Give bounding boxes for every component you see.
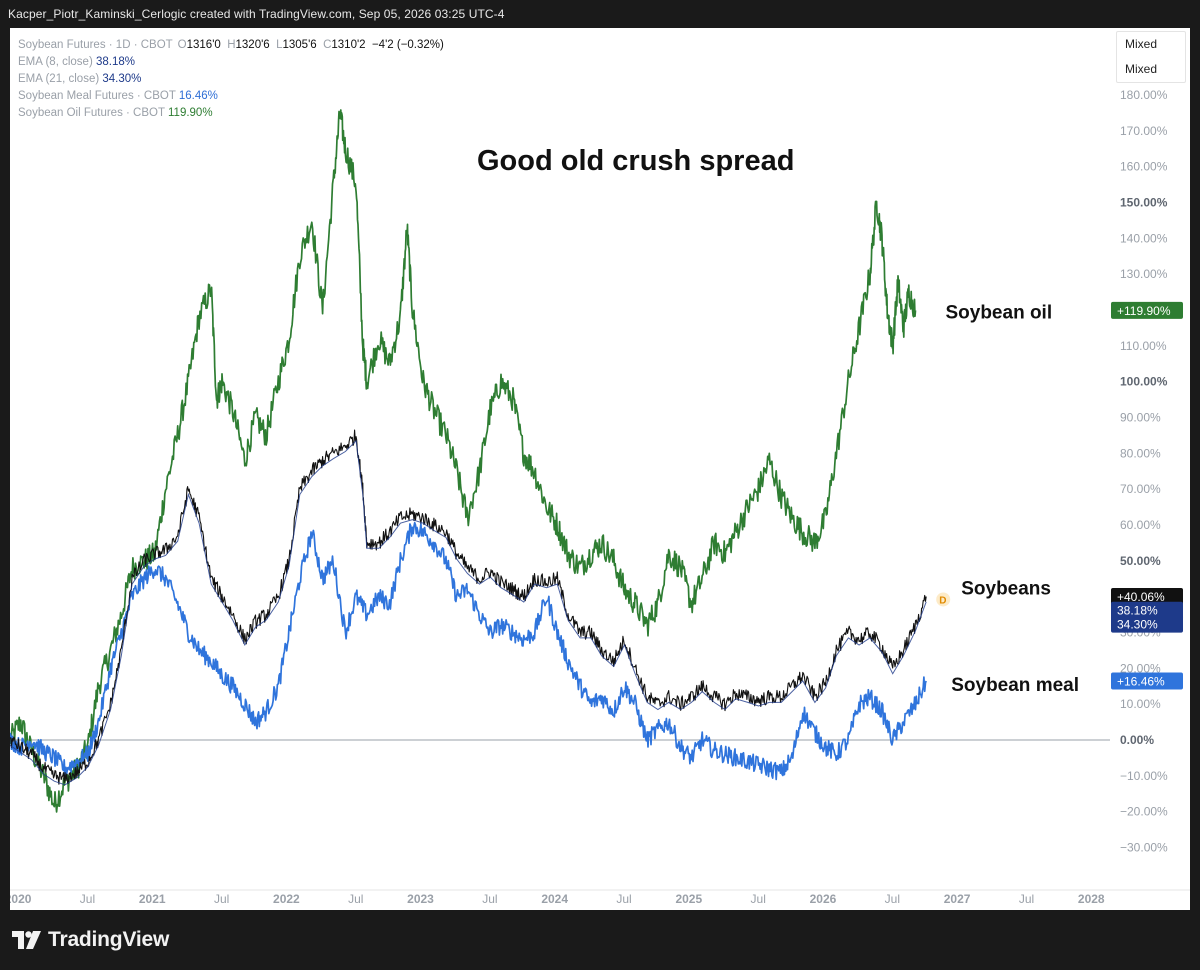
legend-oil-value: 119.90% (168, 107, 213, 119)
chart-panel[interactable]: 180.00% 170.00% 160.00% 150.00% 140.00% 130.0… (10, 28, 1190, 910)
y-tick-label: 80.00% (1120, 446, 1161, 460)
annotation-oil: Soybean oil (945, 302, 1052, 323)
x-tick-label: 2022 (273, 892, 300, 906)
y-tick-label: 90.00% (1120, 411, 1161, 425)
series-line-oil[interactable] (10, 109, 917, 813)
y-tick-label: 170.00% (1120, 124, 1168, 138)
x-tick-label: 2027 (944, 892, 971, 906)
legend-meal-label: Soybean Meal Futures · CBOT (18, 90, 176, 102)
x-tick-label: 2023 (407, 892, 434, 906)
dividend-marker-label: D (939, 595, 946, 606)
legend-main-row[interactable]: Soybean Futures · 1D · CBOT O1316'0 H132… (18, 37, 444, 54)
series-line-meal[interactable] (10, 521, 927, 781)
y-tick-label: 160.00% (1120, 160, 1168, 174)
tag-ema8-bg[interactable] (1111, 601, 1183, 619)
y-tick-label: 0.00% (1120, 733, 1154, 747)
y-tick-label: 60.00% (1120, 518, 1161, 532)
chart-legend: Soybean Futures · 1D · CBOT O1316'0 H132… (18, 37, 444, 122)
tag-beans-label: +40.06% (1117, 590, 1165, 604)
legend-ema21-label: EMA (21, close) (18, 73, 100, 85)
legend-oil-label: Soybean Oil Futures · CBOT (18, 107, 165, 119)
y-tick-label: −10.00% (1120, 769, 1168, 783)
y-tick-label: 10.00% (1120, 697, 1161, 711)
x-tick-label: Jul (616, 892, 631, 906)
dividend-marker[interactable] (936, 592, 951, 607)
legend-ema21-row[interactable]: EMA (21, close) 34.30% (18, 71, 444, 88)
x-tick-label: Jul (751, 892, 766, 906)
x-tick-label: Jul (80, 892, 95, 906)
tag-meal-bg[interactable] (1111, 672, 1183, 690)
attribution-text: Kacper_Piotr_Kaminski_Cerlogic created w… (8, 7, 505, 21)
y-tick-label: 180.00% (1120, 88, 1168, 102)
x-tick-label: Jul (885, 892, 900, 906)
x-tick-label: 2025 (675, 892, 702, 906)
x-tick-label: 2020 (10, 892, 32, 906)
legend-ema21-value: 34.30% (102, 73, 142, 85)
legend-ema8-row[interactable]: EMA (8, close) 38.18% (18, 54, 444, 71)
x-tick-label: 2028 (1078, 892, 1105, 906)
y-tick-label: 70.00% (1120, 482, 1161, 496)
legend-ohlc: O1316'0 H1320'6 L1305'6 C1310'2 −4'2 (−0… (177, 39, 444, 51)
legend-ema8-label: EMA (8, close) (18, 56, 93, 68)
x-tick-label: 2024 (541, 892, 568, 906)
x-tick-label: 2021 (139, 892, 166, 906)
annotation-meal: Soybean meal (951, 675, 1079, 696)
tradingview-logo-icon (12, 931, 41, 949)
y-tick-label: −20.00% (1120, 805, 1168, 819)
tag-ema8-label: 38.18% (1117, 604, 1158, 618)
tag-ema21-bg[interactable] (1111, 615, 1183, 633)
y-tick-label: 20.00% (1120, 661, 1161, 675)
x-tick-label: Jul (1019, 892, 1034, 906)
y-tick-label: 140.00% (1120, 231, 1168, 245)
legend-meal-value: 16.46% (178, 90, 218, 102)
tag-ema21-label: 34.30% (1117, 618, 1158, 632)
chart-title: Good old crush spread (477, 145, 794, 177)
y-tick-label: 100.00% (1120, 375, 1168, 389)
y-tick-label: 50.00% (1120, 554, 1161, 568)
tag-oil-bg[interactable] (1111, 301, 1183, 319)
scale-mode-1[interactable]: Mixed (1125, 37, 1158, 51)
y-tick-label: 130.00% (1120, 267, 1168, 281)
tradingview-logo[interactable]: TradingView (12, 928, 169, 952)
x-tick-label: Jul (482, 892, 497, 906)
legend-main-symbol: Soybean Futures · 1D · CBOT (18, 39, 173, 51)
y-tick-label: 150.00% (1120, 196, 1168, 210)
x-tick-label: Jul (214, 892, 229, 906)
tag-oil-label: +119.90% (1117, 304, 1171, 318)
legend-oil-row[interactable]: Soybean Oil Futures · CBOT 119.90% (18, 105, 444, 122)
tag-meal-label: +16.46% (1117, 675, 1165, 689)
series-line-beans[interactable] (10, 429, 927, 785)
scale-mode-box[interactable]: Mixed Mixed (1116, 31, 1186, 83)
ema-line (10, 439, 927, 786)
price-chart[interactable]: 180.00% 170.00% 160.00% 150.00% 140.00% 130.0… (10, 28, 1190, 910)
scale-mode-2[interactable]: Mixed (1125, 62, 1158, 76)
legend-meal-row[interactable]: Soybean Meal Futures · CBOT 16.46% (18, 88, 444, 105)
y-tick-label: −30.00% (1120, 841, 1168, 855)
tag-beans-bg[interactable] (1111, 587, 1183, 605)
top-bar: Kacper_Piotr_Kaminski_Cerlogic created w… (0, 0, 1200, 28)
x-tick-label: 2026 (810, 892, 837, 906)
legend-change: −4'2 (−0.32%) (371, 39, 444, 51)
tradingview-wordmark: TradingView (48, 928, 170, 951)
bottom-bar: TradingView (0, 910, 1200, 970)
annotation-beans: Soybeans (961, 578, 1051, 599)
legend-ema8-value: 38.18% (95, 56, 135, 68)
y-tick-label: 110.00% (1120, 339, 1167, 353)
x-tick-label: Jul (348, 892, 363, 906)
